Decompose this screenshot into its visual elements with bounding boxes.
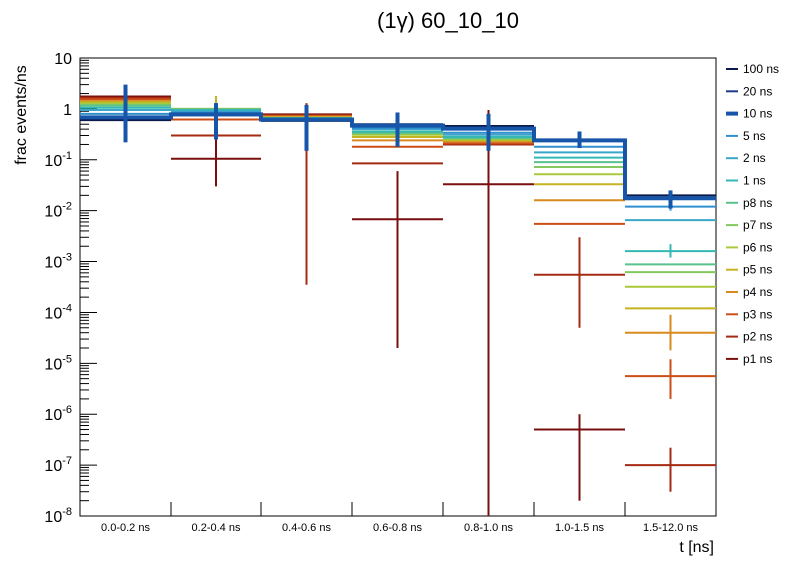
x-category-label: 0.8-1.0 ns <box>464 522 513 534</box>
legend-label: 1 ns <box>743 174 766 188</box>
legend-item: p8 ns <box>726 196 772 210</box>
y-tick-label: 1 <box>63 102 72 119</box>
legend-label: p4 ns <box>743 285 772 299</box>
plot-area: 10-8 10-7 10-6 10-5 10-4 10-3 10-2 10-1 1 10 0.0-0… <box>44 51 717 534</box>
legend: 100 ns 20 ns 10 ns 5 ns 2 ns 1 ns p8 ns p7 ns p6… <box>726 62 779 366</box>
y-axis-label: frac events/ns <box>13 65 30 165</box>
legend-item: p6 ns <box>726 240 772 254</box>
legend-item: p3 ns <box>726 307 772 321</box>
x-category-label: 1.0-1.5 ns <box>555 522 604 534</box>
legend-item: 20 ns <box>726 84 772 98</box>
x-category-label: 0.4-0.6 ns <box>282 522 331 534</box>
legend-item: p1 ns <box>726 352 772 366</box>
legend-label: 10 ns <box>743 107 772 121</box>
legend-item: p2 ns <box>726 330 772 344</box>
legend-label: p1 ns <box>743 352 772 366</box>
legend-label: p8 ns <box>743 196 772 210</box>
x-category-label: 0.6-0.8 ns <box>373 522 422 534</box>
y-tick-label: 10-7 <box>44 455 72 475</box>
legend-label: p3 ns <box>743 307 772 321</box>
y-tick-label: 10-2 <box>44 201 72 221</box>
legend-label: p2 ns <box>743 330 772 344</box>
legend-label: 100 ns <box>743 62 779 76</box>
legend-item: 5 ns <box>726 129 766 143</box>
legend-item: p7 ns <box>726 218 772 232</box>
legend-item: 2 ns <box>726 151 766 165</box>
legend-item: 1 ns <box>726 174 766 188</box>
legend-item: 10 ns <box>726 107 772 121</box>
x-axis-label: t [ns] <box>679 539 714 556</box>
legend-item: p4 ns <box>726 285 772 299</box>
legend-item: p5 ns <box>726 263 772 277</box>
legend-label: p6 ns <box>743 240 772 254</box>
y-tick-label: 10-8 <box>44 506 72 526</box>
legend-label: 20 ns <box>743 84 772 98</box>
legend-label: 5 ns <box>743 129 766 143</box>
legend-label: p5 ns <box>743 263 772 277</box>
legend-label: p7 ns <box>743 218 772 232</box>
x-category-label: 0.2-0.4 ns <box>192 522 241 534</box>
y-tick-label: 10-5 <box>44 353 72 373</box>
chart-title: (1γ) 60_10_10 <box>377 8 519 33</box>
y-tick-label: 10-1 <box>44 150 72 170</box>
x-category-label: 1.5-12.0 ns <box>643 522 699 534</box>
y-tick-label: 10-4 <box>44 302 72 322</box>
legend-label: 2 ns <box>743 151 766 165</box>
y-tick-label: 10 <box>54 51 72 68</box>
legend-item: 100 ns <box>726 62 779 76</box>
y-tick-label: 10-3 <box>44 252 72 272</box>
x-category-label: 0.0-0.2 ns <box>101 522 150 534</box>
series-10-ns <box>80 84 716 209</box>
y-tick-label: 10-6 <box>44 404 72 424</box>
